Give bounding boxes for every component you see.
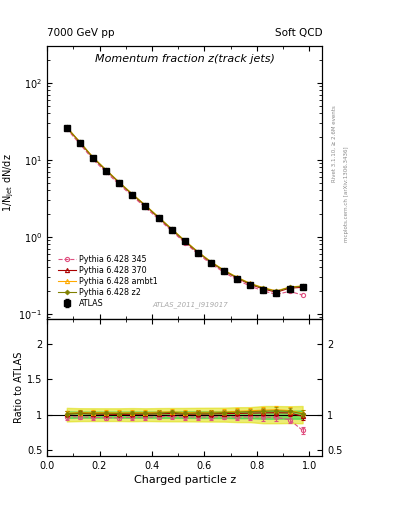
Text: Rivet 3.1.10, ≥ 2.6M events: Rivet 3.1.10, ≥ 2.6M events bbox=[332, 105, 337, 182]
Y-axis label: Ratio to ATLAS: Ratio to ATLAS bbox=[14, 352, 24, 423]
Y-axis label: 1/N$_\mathrm{jet}$ dN/dz: 1/N$_\mathrm{jet}$ dN/dz bbox=[1, 153, 16, 212]
Legend: Pythia 6.428 345, Pythia 6.428 370, Pythia 6.428 ambt1, Pythia 6.428 z2, ATLAS: Pythia 6.428 345, Pythia 6.428 370, Pyth… bbox=[57, 253, 160, 310]
Text: mcplots.cern.ch [arXiv:1306.3436]: mcplots.cern.ch [arXiv:1306.3436] bbox=[344, 147, 349, 242]
Text: ATLAS_2011_I919017: ATLAS_2011_I919017 bbox=[152, 302, 228, 308]
Text: Momentum fraction z(track jets): Momentum fraction z(track jets) bbox=[95, 54, 275, 65]
Text: 7000 GeV pp: 7000 GeV pp bbox=[47, 28, 115, 38]
X-axis label: Charged particle z: Charged particle z bbox=[134, 475, 236, 485]
Text: Soft QCD: Soft QCD bbox=[275, 28, 322, 38]
